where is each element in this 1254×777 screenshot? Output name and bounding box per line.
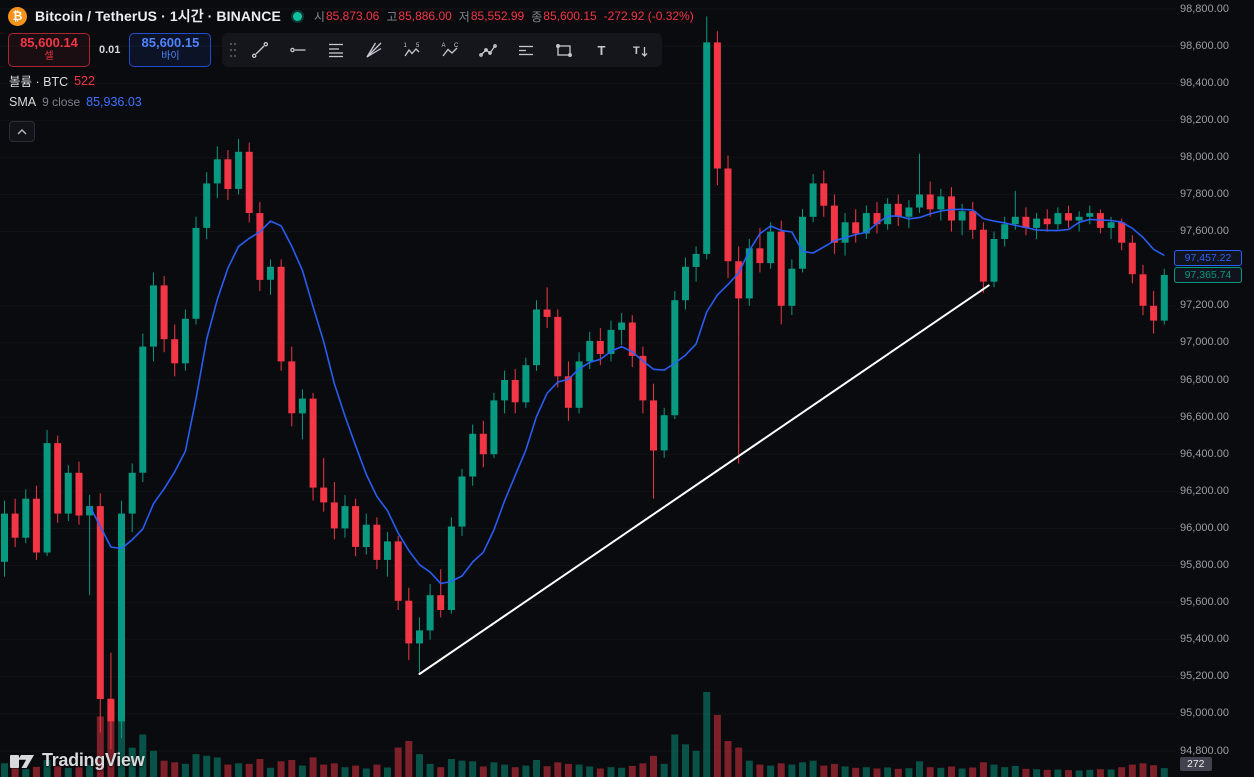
buy-button[interactable]: 85,600.15 바이 xyxy=(129,32,212,67)
price-tick: 96,000.00 xyxy=(1180,522,1229,534)
market-status-icon[interactable] xyxy=(292,11,302,21)
change-value: -272.92 (-0.32%) xyxy=(603,9,694,23)
price-tick: 98,200.00 xyxy=(1180,114,1229,126)
horizontal-ray-icon xyxy=(290,47,306,52)
collapse-legend-button[interactable] xyxy=(9,121,35,142)
sma-value-badge: 97,457.22 xyxy=(1174,250,1242,266)
open-label: 시 xyxy=(313,9,325,24)
sell-button[interactable]: 85,600.14 셀 xyxy=(8,32,90,67)
svg-text:A: A xyxy=(441,43,445,49)
svg-text:1: 1 xyxy=(403,43,407,49)
tool-rectangle-button[interactable] xyxy=(545,35,582,65)
volume-legend-value: 522 xyxy=(74,73,95,88)
ohlc-values: 시 85,873.06 고 85,886.00 저 85,552.99 종 85,600… xyxy=(314,8,694,25)
price-tick: 97,600.00 xyxy=(1180,225,1229,237)
high-value: 85,886.00 xyxy=(398,9,452,23)
price-tick: 96,400.00 xyxy=(1180,448,1229,460)
tool-parallel-channel-button[interactable] xyxy=(507,35,544,65)
volume-last-value-badge: 272 xyxy=(1180,757,1212,771)
price-tick: 98,600.00 xyxy=(1180,40,1229,52)
close-label: 종 xyxy=(531,9,543,24)
tool-text-button[interactable]: T xyxy=(583,35,620,65)
tool-trend-line-button[interactable] xyxy=(241,35,278,65)
low-label: 저 xyxy=(458,9,470,24)
price-tick: 96,200.00 xyxy=(1180,485,1229,497)
chevron-up-icon xyxy=(17,128,27,134)
bitcoin-logo-icon: ₿ xyxy=(8,6,27,26)
low-value: 85,552.99 xyxy=(470,9,525,23)
sma-legend-title: SMA xyxy=(9,94,37,109)
sell-label: 셀 xyxy=(44,51,54,63)
price-tick: 98,000.00 xyxy=(1180,151,1229,163)
anchored-text-icon: T xyxy=(633,45,648,57)
price-tick: 98,400.00 xyxy=(1180,77,1229,89)
symbol-title[interactable]: Bitcoin / TetherUS · 1시간 · BINANCE xyxy=(35,8,281,24)
buy-label: 바이 xyxy=(161,51,180,63)
svg-text:5: 5 xyxy=(416,43,420,49)
tool-anchored-text-button[interactable]: T xyxy=(621,35,658,65)
volume-legend-title: 볼륨 · BTC xyxy=(9,75,69,89)
parallel-channel-icon xyxy=(518,45,533,55)
sell-price: 85,600.14 xyxy=(20,35,78,51)
svg-text:C: C xyxy=(454,43,459,49)
price-tick: 95,200.00 xyxy=(1180,670,1229,682)
spread-value: 0.01 xyxy=(99,43,121,56)
tool-pitchfork-button[interactable] xyxy=(355,35,392,65)
sma-legend-value: 85,936.03 xyxy=(86,94,142,109)
last-price-badge: 97,365.74 xyxy=(1174,267,1242,283)
tool-forecast-button[interactable] xyxy=(469,35,506,65)
tool-horizontal-ray-button[interactable] xyxy=(279,35,316,65)
chart-header: ₿ Bitcoin / TetherUS · 1시간 · BINANCE 시 85… xyxy=(8,3,694,29)
buy-price: 85,600.15 xyxy=(141,35,200,51)
fib-retracement-icon xyxy=(328,43,343,57)
sma-legend-row[interactable]: SMA 9 close 85,936.03 xyxy=(9,91,142,112)
chart-legend: 볼륨 · BTC 522 SMA 9 close 85,936.03 xyxy=(9,70,142,142)
drag-handle-icon[interactable] xyxy=(226,39,240,61)
svg-text:T: T xyxy=(633,45,640,57)
price-tick: 97,800.00 xyxy=(1180,188,1229,200)
pitchfork-icon xyxy=(366,42,382,58)
price-tick: 95,800.00 xyxy=(1180,559,1229,571)
price-scale[interactable]: 98,800.00 98,600.00 98,400.00 98,200.00 98,0… xyxy=(1174,0,1254,777)
price-tick: 98,800.00 xyxy=(1180,3,1229,15)
volume-legend-row[interactable]: 볼륨 · BTC 522 xyxy=(9,70,142,91)
price-tick: 97,200.00 xyxy=(1180,299,1229,311)
close-value: 85,600.15 xyxy=(543,9,597,23)
trend-line-icon xyxy=(251,41,268,58)
price-tick: 96,600.00 xyxy=(1180,411,1229,423)
high-label: 고 xyxy=(386,9,398,24)
price-tick: 96,800.00 xyxy=(1180,374,1229,386)
sma-legend-params: 9 close xyxy=(42,94,81,109)
tradingview-logo[interactable]: TradingView xyxy=(10,749,145,771)
tradingview-wordmark: TradingView xyxy=(42,749,145,770)
price-tick: 97,000.00 xyxy=(1180,336,1229,348)
price-tick: 95,400.00 xyxy=(1180,633,1229,645)
tradingview-logo-icon xyxy=(10,755,34,768)
text-icon: T xyxy=(597,43,605,58)
tool-fib-retracement-button[interactable] xyxy=(317,35,354,65)
price-tick: 94,800.00 xyxy=(1180,745,1229,757)
price-tick: 95,000.00 xyxy=(1180,707,1229,719)
price-tick: 95,600.00 xyxy=(1180,596,1229,608)
rectangle-icon xyxy=(555,43,572,57)
forecast-icon xyxy=(479,43,497,57)
open-value: 85,873.06 xyxy=(325,9,380,23)
svg-text:T: T xyxy=(597,43,605,58)
